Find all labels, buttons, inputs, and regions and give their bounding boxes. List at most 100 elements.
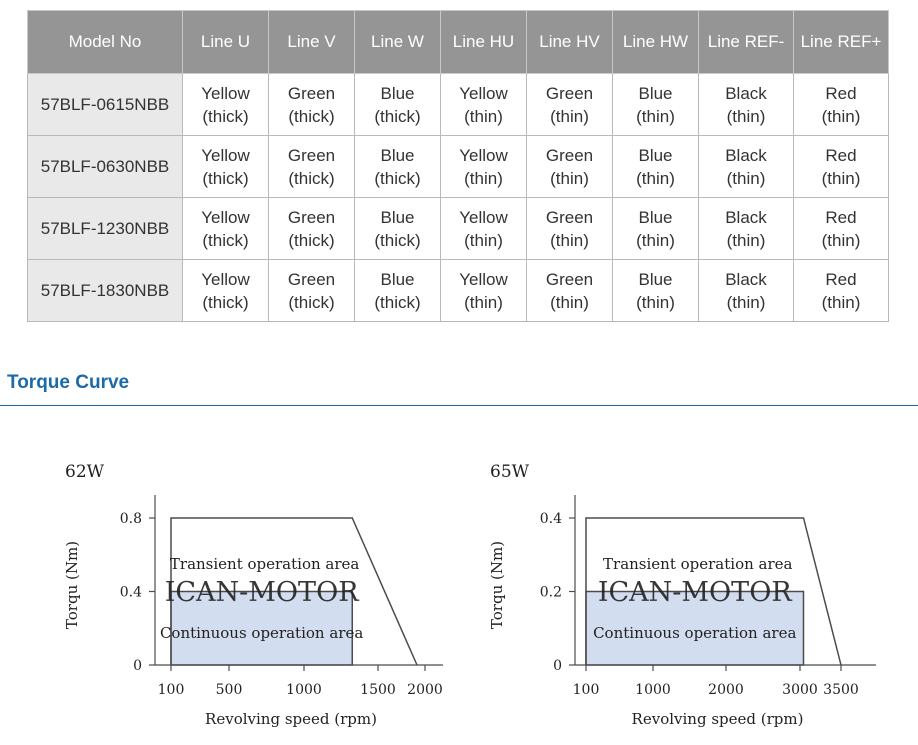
header-line-hv: Line HV <box>526 10 613 74</box>
wire-gauge: (thick) <box>288 106 335 126</box>
chart-power-title: 62W <box>65 462 105 482</box>
wire-color: Red <box>825 207 857 227</box>
header-line-hw: Line HW <box>612 10 699 74</box>
wire-color-cell: Black (thin) <box>698 197 794 260</box>
x-tick-label: 100 <box>158 682 185 698</box>
wire-color: Black <box>725 269 767 289</box>
wire-color: Green <box>545 145 594 165</box>
wire-color: Blue <box>380 145 415 165</box>
wire-color: Yellow <box>459 269 508 289</box>
y-axis-label: Torqu (Nm) <box>488 541 506 629</box>
table-row: 57BLF-1230NBB Yellow (thick) Green (thick) Bl… <box>27 197 889 260</box>
wire-gauge: (thick) <box>288 230 335 250</box>
x-tick-label: 2000 <box>407 682 443 698</box>
transient-area-label: Transient operation area <box>603 555 793 573</box>
torque-chart-65w: 65W 0 0.2 0.4 100 1000 2000 3000 3500 Transient o… <box>488 462 876 728</box>
wire-color: Yellow <box>201 269 250 289</box>
wire-color-cell: Green (thick) <box>268 73 355 136</box>
wire-color-cell: Blue (thick) <box>354 197 441 260</box>
transient-area-label: Transient operation area <box>170 555 360 573</box>
wire-gauge: (thin) <box>726 230 766 250</box>
wire-gauge: (thin) <box>636 230 675 250</box>
x-axis-label: Revolving speed (rpm) <box>205 710 377 728</box>
y-tick-label: 0.2 <box>540 585 562 601</box>
wire-color-cell: Green (thick) <box>268 197 355 260</box>
wire-color-cell: Yellow (thick) <box>182 135 269 198</box>
transient-curve <box>170 517 418 666</box>
wire-gauge: (thick) <box>202 168 249 188</box>
table-header-row: Model No Line U Line V Line W Line HU Li… <box>27 10 889 74</box>
wire-gauge: (thin) <box>464 292 503 312</box>
wire-color-cell: Black (thin) <box>698 73 794 136</box>
wire-gauge: (thin) <box>550 292 589 312</box>
wire-gauge: (thin) <box>550 230 589 250</box>
wire-gauge: (thick) <box>288 292 335 312</box>
wire-color: Blue <box>380 269 415 289</box>
y-tick-label: 0 <box>553 658 562 674</box>
wire-color: Green <box>545 269 594 289</box>
wire-gauge: (thin) <box>726 106 766 126</box>
wire-gauge: (thin) <box>550 168 589 188</box>
wire-color-cell: Red (thin) <box>793 197 889 260</box>
wire-color-cell: Yellow (thick) <box>182 73 269 136</box>
wire-color: Yellow <box>201 83 250 103</box>
wire-gauge: (thin) <box>726 168 766 188</box>
wire-color: Black <box>725 145 767 165</box>
wire-gauge: (thick) <box>374 106 421 126</box>
wire-color: Yellow <box>201 207 250 227</box>
wire-color: Blue <box>380 83 415 103</box>
header-line-w: Line W <box>354 10 441 74</box>
table-row: 57BLF-0615NBB Yellow (thick) Green (thick) Bl… <box>27 73 889 136</box>
wire-color-cell: Green (thin) <box>526 73 613 136</box>
wire-gauge: (thick) <box>202 292 249 312</box>
wire-color-cell: Blue (thick) <box>354 259 441 322</box>
table-row: 57BLF-1830NBB Yellow (thick) Green (thick) Bl… <box>27 259 889 322</box>
wire-color: Green <box>287 145 336 165</box>
wire-gauge: (thin) <box>464 106 503 126</box>
wire-color-cell: Yellow (thick) <box>182 197 269 260</box>
table-body: 57BLF-0615NBB Yellow (thick) Green (thick) Bl… <box>27 73 889 322</box>
x-tick-label: 1500 <box>360 682 396 698</box>
wire-color: Blue <box>638 83 673 103</box>
wire-color-cell: Green (thin) <box>526 197 613 260</box>
header-line-u: Line U <box>182 10 269 74</box>
x-tick-label: 100 <box>573 682 600 698</box>
header-line-hu: Line HU <box>440 10 527 74</box>
wire-color: Blue <box>380 207 415 227</box>
header-line-ref-minus: Line REF- <box>698 10 794 74</box>
x-axis-label: Revolving speed (rpm) <box>632 710 804 728</box>
wire-color-cell: Red (thin) <box>793 135 889 198</box>
watermark-logo: ICAN-MOTOR <box>598 577 792 608</box>
wire-color-cell: Red (thin) <box>793 73 889 136</box>
wire-color-cell: Black (thin) <box>698 135 794 198</box>
wire-color-cell: Yellow (thin) <box>440 135 527 198</box>
model-cell: 57BLF-0630NBB <box>27 135 183 198</box>
wire-color: Green <box>287 269 336 289</box>
torque-chart-62w: 62W 0 0.4 0.8 100 500 1000 1500 2000 Transient op… <box>63 462 443 728</box>
x-tick-label: 3000 <box>782 682 818 698</box>
wire-color-cell: Black (thin) <box>698 259 794 322</box>
wire-gauge: (thin) <box>636 168 675 188</box>
wire-color-cell: Green (thin) <box>526 259 613 322</box>
wire-color-cell: Yellow (thin) <box>440 197 527 260</box>
wire-color: Blue <box>638 145 673 165</box>
wire-color: Green <box>287 83 336 103</box>
y-tick-label: 0.8 <box>120 511 142 527</box>
section-title: Torque Curve <box>7 372 130 393</box>
y-tick-label: 0.4 <box>540 511 562 527</box>
wire-color-cell: Green (thick) <box>268 135 355 198</box>
wire-gauge: (thick) <box>202 230 249 250</box>
wire-color: Yellow <box>459 145 508 165</box>
transient-curve <box>585 517 842 666</box>
wire-color: Yellow <box>459 83 508 103</box>
wire-color-cell: Yellow (thin) <box>440 73 527 136</box>
wire-color: Red <box>825 83 857 103</box>
table-row: 57BLF-0630NBB Yellow (thick) Green (thick) Bl… <box>27 135 889 198</box>
wire-gauge: (thick) <box>374 230 421 250</box>
wire-gauge: (thin) <box>726 292 766 312</box>
wire-color-cell: Yellow (thin) <box>440 259 527 322</box>
wire-color: Red <box>825 145 857 165</box>
wire-gauge: (thick) <box>374 168 421 188</box>
wire-color: Blue <box>638 207 673 227</box>
x-tick-label: 2000 <box>708 682 744 698</box>
